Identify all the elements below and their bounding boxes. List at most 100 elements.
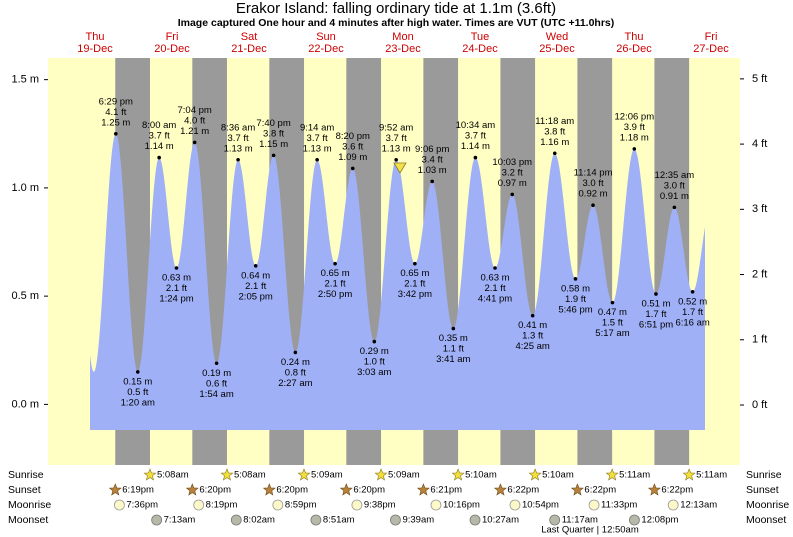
tide-point — [372, 339, 377, 344]
tide-label: 0.8 ft — [285, 367, 306, 378]
tide-point — [591, 203, 595, 208]
tide-label: 0.41 m — [518, 320, 547, 331]
tide-label: 3.6 ft — [342, 141, 363, 152]
tide-point — [654, 292, 658, 296]
tide-label: 9:14 am — [300, 122, 334, 133]
y-tick-label: 1.0 m — [11, 182, 39, 194]
sunrise-icon — [143, 468, 157, 481]
tide-label: 3.2 ft — [502, 167, 523, 178]
day-name: Fri — [705, 31, 718, 43]
moonrise-icon — [430, 499, 442, 511]
moonrise-icon — [193, 499, 205, 511]
row-label: Moonset — [746, 514, 786, 526]
day-date: 24-Dec — [462, 43, 498, 55]
moonset-icon — [469, 514, 481, 526]
tide-point — [413, 261, 417, 266]
tide-point — [315, 157, 319, 162]
tide-label: 6:51 pm — [639, 319, 673, 330]
moonrise-time: 9:38pm — [364, 500, 396, 511]
row-label: Moonrise — [746, 499, 789, 511]
moonset-time: 7:13am — [164, 515, 196, 526]
tide-point — [690, 290, 695, 294]
tide-label: 3.0 ft — [582, 178, 603, 189]
sunset-icon — [262, 483, 276, 496]
tide-label: 3.7 ft — [228, 133, 249, 144]
tide-label: 3:41 am — [436, 354, 470, 365]
tide-label: 3.7 ft — [307, 133, 328, 144]
sunset-time: 6:20pm — [276, 485, 308, 496]
sunrise-icon — [605, 468, 619, 481]
sunrise-time: 5:08am — [234, 470, 266, 481]
tide-label: 4.1 ft — [105, 107, 126, 118]
tide-point — [473, 155, 478, 160]
tide-label: 2.1 ft — [325, 279, 346, 290]
moonset-time: 10:27am — [482, 515, 519, 526]
tide-label: 1:24 pm — [159, 294, 193, 305]
moonset-icon — [151, 514, 163, 526]
tide-point — [350, 166, 355, 171]
tide-label: 0.52 m — [678, 296, 707, 307]
tide-point — [530, 313, 535, 318]
tide-label: 1.13 m — [382, 143, 411, 154]
tide-point — [174, 266, 179, 270]
tide-label: 2.1 ft — [404, 279, 425, 290]
tide-point — [236, 157, 240, 162]
day-date: 22-Dec — [308, 43, 344, 55]
day-date: 27-Dec — [693, 43, 729, 55]
tide-label: 12:06 pm — [615, 111, 655, 122]
tide-label: 6:29 pm — [99, 96, 133, 107]
moonrise-icon — [667, 499, 679, 511]
day-date: 25-Dec — [539, 43, 575, 55]
sunset-icon — [647, 483, 661, 496]
day-name: Mon — [392, 31, 413, 43]
day-name: Fri — [166, 31, 179, 43]
moonrise-time: 10:54pm — [522, 500, 559, 511]
moonrise-time: 11:33pm — [601, 500, 637, 511]
tide-label: 0.58 m — [561, 283, 590, 294]
sunrise-time: 5:11am — [696, 470, 727, 481]
tide-label: 10:34 am — [456, 120, 496, 131]
tide-point — [192, 140, 197, 145]
tide-label: 3.4 ft — [422, 154, 443, 165]
y-tick-label: 1.5 m — [11, 74, 39, 86]
sunset-time: 6:22pm — [584, 485, 616, 496]
tide-label: 9:52 am — [379, 122, 413, 133]
tide-label: 2.1 ft — [245, 281, 266, 292]
tide-point — [610, 300, 615, 305]
tide-label: 1.15 m — [259, 139, 288, 150]
tide-label: 0.91 m — [660, 191, 689, 202]
tide-label: 1.21 m — [180, 126, 209, 137]
moonset-time: 8:02am — [243, 515, 275, 526]
y-tick-label: 0.5 m — [11, 290, 39, 302]
sunset-icon — [185, 483, 199, 496]
tide-point — [672, 205, 677, 210]
sunrise-icon — [528, 468, 542, 481]
moonset-icon — [549, 514, 561, 526]
tide-label: 8:20 pm — [336, 131, 370, 142]
day-date: 20-Dec — [154, 43, 190, 55]
tide-label: 0.19 m — [202, 368, 231, 379]
tide-label: 8:00 am — [142, 120, 176, 131]
sunrise-icon — [682, 468, 696, 481]
tide-point — [271, 153, 276, 158]
tide-label: 1:20 am — [121, 397, 155, 408]
tide-label: 0.5 ft — [127, 387, 148, 398]
tide-point — [632, 147, 637, 151]
day-name: Sun — [316, 31, 336, 43]
sunrise-icon — [297, 468, 311, 481]
sunrise-time: 5:09am — [311, 470, 343, 481]
tide-label: 12:35 am — [655, 170, 695, 181]
tide-label: 0.29 m — [360, 346, 389, 357]
y2-tick-label: 0 ft — [752, 399, 767, 411]
day-name: Sat — [241, 31, 258, 43]
row-label: Sunset — [8, 484, 41, 496]
tide-label: 0.63 m — [481, 273, 510, 284]
tide-label: 0.64 m — [241, 270, 270, 281]
tide-label: 1.18 m — [620, 132, 649, 143]
y2-tick-label: 3 ft — [752, 203, 767, 215]
tide-label: 1.16 m — [540, 137, 569, 148]
sunset-icon — [493, 483, 507, 496]
tide-label: 1.1 ft — [443, 344, 464, 355]
moonrise-icon — [272, 499, 284, 511]
row-label: Sunrise — [746, 469, 782, 481]
